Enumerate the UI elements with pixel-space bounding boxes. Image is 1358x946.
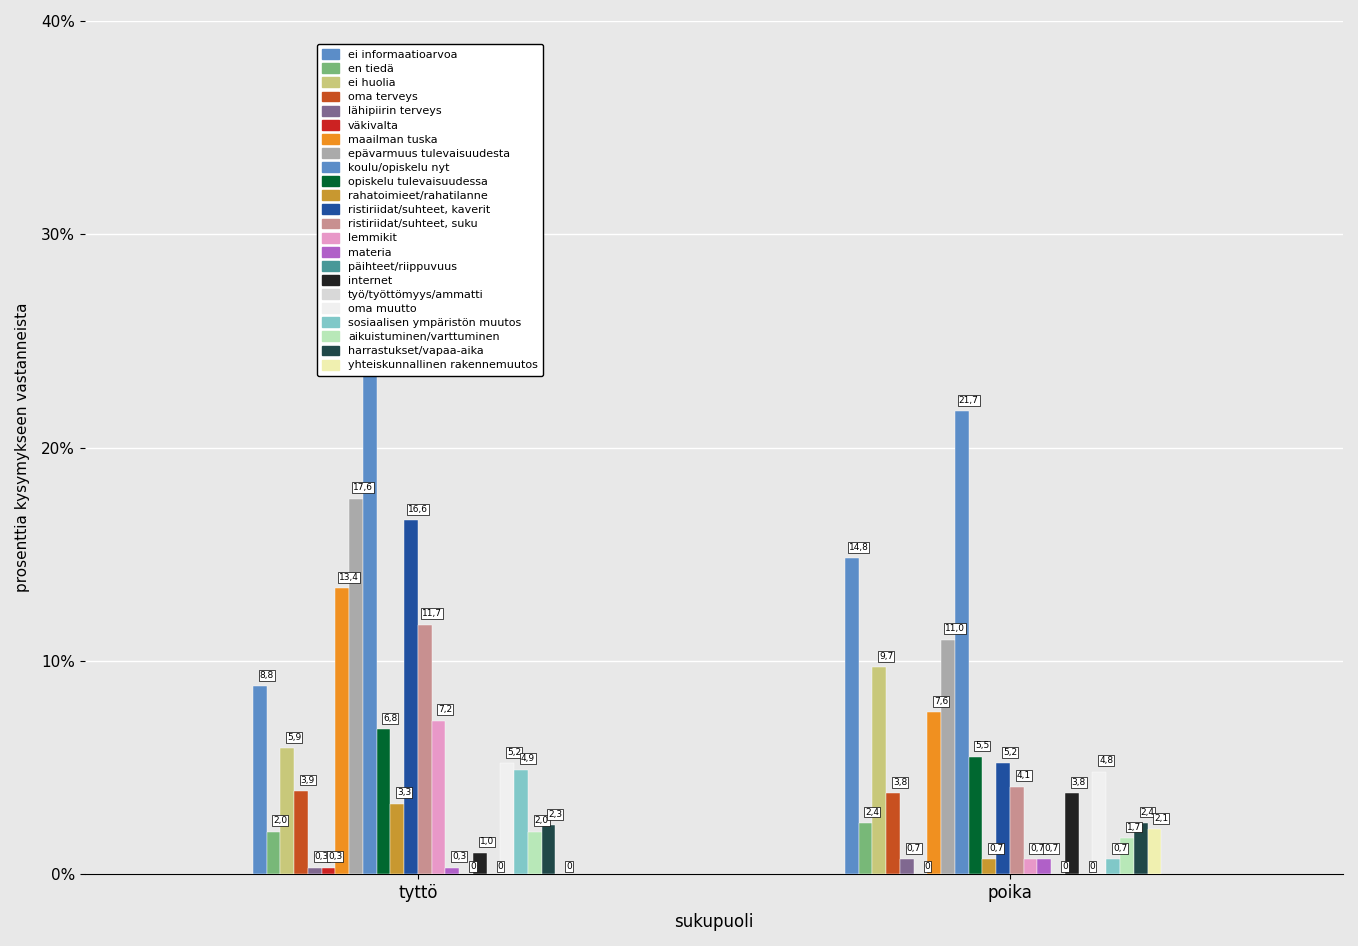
Bar bbox=[280, 748, 295, 874]
Bar bbox=[445, 867, 459, 874]
Bar bbox=[308, 867, 322, 874]
Bar bbox=[335, 588, 349, 874]
Bar bbox=[349, 499, 363, 874]
Bar bbox=[1107, 859, 1120, 874]
Bar bbox=[253, 687, 266, 874]
Text: 6,8: 6,8 bbox=[383, 713, 398, 723]
Text: 2,0: 2,0 bbox=[535, 816, 549, 825]
Bar bbox=[515, 770, 528, 874]
Text: 0: 0 bbox=[497, 862, 504, 871]
Text: 8,8: 8,8 bbox=[259, 671, 274, 680]
Text: 0: 0 bbox=[925, 862, 930, 871]
Text: 3,3: 3,3 bbox=[397, 788, 411, 797]
Text: 0,3: 0,3 bbox=[315, 852, 329, 862]
Text: 0,7: 0,7 bbox=[1031, 844, 1044, 853]
Bar bbox=[858, 823, 872, 874]
Text: 14,8: 14,8 bbox=[849, 543, 869, 552]
Bar bbox=[542, 825, 555, 874]
Bar bbox=[432, 721, 445, 874]
Bar bbox=[295, 791, 308, 874]
Y-axis label: prosenttia kysymykseen vastanneista: prosenttia kysymykseen vastanneista bbox=[15, 303, 30, 592]
Text: 2,1: 2,1 bbox=[1154, 814, 1168, 823]
Bar bbox=[887, 793, 900, 874]
Bar bbox=[1120, 838, 1134, 874]
Bar bbox=[845, 558, 858, 874]
Bar bbox=[405, 520, 418, 874]
Text: 0,3: 0,3 bbox=[452, 852, 466, 862]
Text: 17,6: 17,6 bbox=[353, 483, 373, 492]
Bar bbox=[376, 729, 390, 874]
Text: 32,2: 32,2 bbox=[367, 172, 387, 181]
Bar bbox=[528, 832, 542, 874]
Text: 2,4: 2,4 bbox=[865, 808, 880, 816]
Bar bbox=[900, 859, 914, 874]
Bar bbox=[1134, 823, 1148, 874]
Text: 11,7: 11,7 bbox=[421, 609, 441, 619]
Bar bbox=[1065, 793, 1078, 874]
Text: 16,6: 16,6 bbox=[407, 505, 428, 514]
Bar bbox=[1024, 859, 1038, 874]
Text: 5,9: 5,9 bbox=[287, 733, 301, 742]
Bar bbox=[473, 853, 486, 874]
Bar bbox=[418, 624, 432, 874]
Bar bbox=[968, 757, 982, 874]
Text: 7,6: 7,6 bbox=[934, 696, 948, 706]
Bar bbox=[1092, 772, 1107, 874]
Text: 0: 0 bbox=[470, 862, 475, 871]
Bar bbox=[1010, 787, 1024, 874]
Bar bbox=[322, 867, 335, 874]
Legend: ei informaatioarvoa, en tiedä, ei huolia, oma terveys, lähipiirin terveys, väkiv: ei informaatioarvoa, en tiedä, ei huolia… bbox=[316, 44, 543, 376]
Text: 11,0: 11,0 bbox=[945, 624, 966, 633]
X-axis label: sukupuoli: sukupuoli bbox=[674, 913, 754, 931]
Bar bbox=[390, 804, 405, 874]
Bar bbox=[997, 763, 1010, 874]
Text: 5,5: 5,5 bbox=[975, 742, 990, 750]
Text: 0: 0 bbox=[1089, 862, 1096, 871]
Text: 2,0: 2,0 bbox=[273, 816, 288, 825]
Text: 3,9: 3,9 bbox=[300, 776, 315, 784]
Bar bbox=[266, 832, 280, 874]
Text: 0: 0 bbox=[566, 862, 572, 871]
Bar bbox=[1148, 830, 1161, 874]
Text: 4,9: 4,9 bbox=[521, 754, 535, 763]
Text: 5,2: 5,2 bbox=[507, 748, 521, 757]
Text: 5,2: 5,2 bbox=[1004, 748, 1017, 757]
Text: 7,2: 7,2 bbox=[439, 705, 452, 714]
Text: 0,7: 0,7 bbox=[1044, 844, 1058, 853]
Bar bbox=[363, 187, 376, 874]
Bar bbox=[955, 412, 968, 874]
Bar bbox=[928, 712, 941, 874]
Text: 4,8: 4,8 bbox=[1099, 757, 1114, 765]
Bar bbox=[1038, 859, 1051, 874]
Text: 3,8: 3,8 bbox=[892, 778, 907, 787]
Text: 2,3: 2,3 bbox=[549, 810, 562, 818]
Text: 3,8: 3,8 bbox=[1071, 778, 1086, 787]
Bar bbox=[500, 763, 515, 874]
Text: 0: 0 bbox=[1062, 862, 1067, 871]
Text: 1,7: 1,7 bbox=[1127, 822, 1141, 832]
Text: 1,0: 1,0 bbox=[479, 837, 494, 847]
Bar bbox=[982, 859, 997, 874]
Text: 21,7: 21,7 bbox=[959, 396, 979, 405]
Text: 0,3: 0,3 bbox=[329, 852, 342, 862]
Text: 4,1: 4,1 bbox=[1017, 771, 1031, 780]
Text: 0,7: 0,7 bbox=[989, 844, 1004, 853]
Text: 9,7: 9,7 bbox=[879, 652, 894, 661]
Text: 0,7: 0,7 bbox=[1112, 844, 1127, 853]
Text: 13,4: 13,4 bbox=[340, 573, 359, 582]
Text: 0,7: 0,7 bbox=[907, 844, 921, 853]
Bar bbox=[941, 639, 955, 874]
Text: 2,4: 2,4 bbox=[1141, 808, 1154, 816]
Bar bbox=[872, 667, 887, 874]
